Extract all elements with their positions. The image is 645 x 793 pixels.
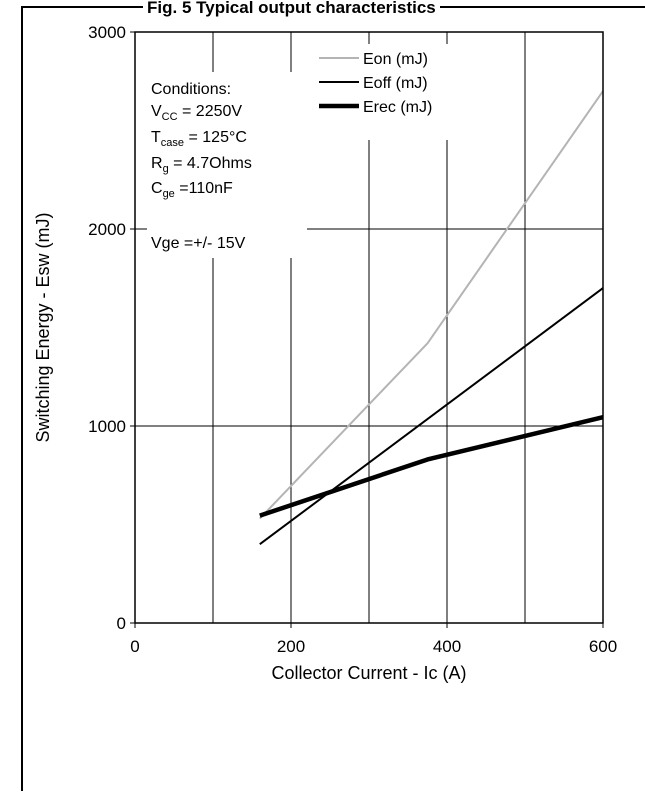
condition-cge: Cge =110nF (151, 180, 233, 200)
x-tick-label: 400 (433, 637, 461, 656)
condition-cge-subscript: ge (163, 188, 175, 200)
figure-frame: Fig. 5 Typical output characteristics 0 2… (21, 0, 645, 791)
condition-tcase-symbol: T (151, 129, 161, 146)
condition-rg-subscript: g (163, 163, 169, 175)
y-axis-label: Switching Energy - Esw (mJ) (33, 212, 53, 442)
condition-rg-value: = 4.7Ohms (169, 155, 252, 172)
y-ticks: 0 1000 2000 3000 (88, 23, 135, 633)
y-tick-label: 3000 (88, 23, 126, 42)
legend-label-2: Eoff (mJ) (363, 75, 428, 92)
y-tick-label: 2000 (88, 220, 126, 239)
condition-vcc-value: = 2250V (178, 103, 243, 120)
condition-vge: Vge =+/- 15V (151, 235, 246, 252)
legend-box (315, 44, 483, 140)
figure-title: Fig. 5 Typical output characteristics (143, 0, 440, 18)
x-tick-label: 600 (589, 637, 617, 656)
condition-vcc: VCC = 2250V (151, 103, 242, 123)
condition-tcase: Tcase = 125°C (151, 129, 247, 149)
conditions-heading: Conditions: (151, 81, 231, 98)
x-axis-label: Collector Current - Ic (A) (271, 663, 466, 683)
legend-label-3: Erec (mJ) (363, 99, 432, 116)
x-ticks: 0 200 400 600 (130, 623, 617, 656)
condition-rg-symbol: R (151, 155, 163, 172)
condition-vcc-subscript: CC (162, 111, 178, 123)
condition-rg: Rg = 4.7Ohms (151, 155, 252, 175)
series-line-1 (259, 90, 604, 520)
condition-tcase-subscript: case (161, 137, 184, 149)
y-tick-label: 0 (117, 614, 126, 633)
condition-tcase-value: = 125°C (184, 129, 247, 146)
legend-label-1: Eon (mJ) (363, 51, 428, 68)
plot-border (134, 31, 604, 624)
y-tick-label: 1000 (88, 417, 126, 436)
x-tick-label: 200 (277, 637, 305, 656)
x-tick-label: 0 (130, 637, 139, 656)
legend: Eon (mJ) Eoff (mJ) Erec (mJ) (319, 51, 432, 116)
condition-cge-value: =110nF (175, 180, 233, 197)
series-line-3 (259, 414, 604, 518)
condition-cge-symbol: C (151, 180, 163, 197)
series-group (259, 90, 604, 546)
condition-vcc-symbol: V (151, 103, 162, 120)
conditions-box (147, 72, 307, 258)
series-line-2 (259, 287, 604, 546)
